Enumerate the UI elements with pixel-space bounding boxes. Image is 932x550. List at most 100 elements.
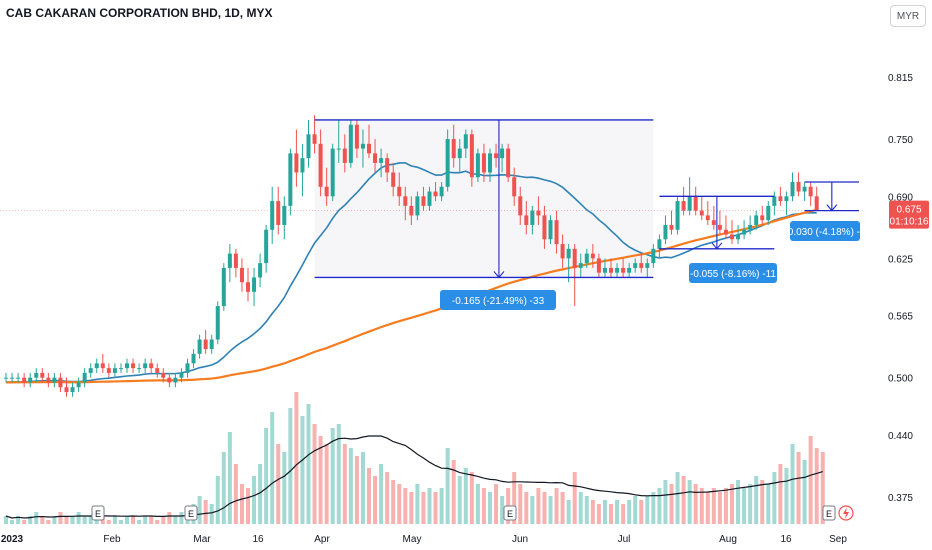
candle-body <box>439 186 444 197</box>
x-tick-label: 16 <box>780 534 792 545</box>
volume-bar <box>802 460 807 524</box>
candle-body <box>125 363 129 369</box>
candle-body <box>657 239 662 249</box>
candle-body <box>433 191 438 197</box>
price-badge <box>889 200 929 229</box>
candle-body <box>155 368 160 373</box>
candle-body <box>227 253 232 268</box>
candle-body <box>385 158 390 173</box>
x-tick-label: Jun <box>512 534 528 545</box>
volume-bar <box>354 456 359 524</box>
lightning-glyph <box>843 507 849 519</box>
x-tick-label: Jul <box>618 534 631 545</box>
volume-bar <box>512 472 517 524</box>
volume-bar <box>590 500 595 524</box>
volume-bar <box>373 476 378 524</box>
candle-body <box>197 339 202 354</box>
candle-body <box>421 196 426 206</box>
volume-bar <box>469 472 474 524</box>
candle-body <box>348 124 353 163</box>
volume-bar <box>488 492 492 524</box>
volume-bar <box>639 500 644 524</box>
candle-body <box>403 196 408 206</box>
candle-body <box>330 148 335 197</box>
volume-bar <box>112 516 117 524</box>
volume-bar <box>609 504 613 524</box>
x-tick-label: Mar <box>193 534 211 545</box>
volume-bar <box>566 500 571 524</box>
candle-body <box>590 253 595 259</box>
candle-body <box>578 263 583 268</box>
measure-label-box <box>790 221 860 241</box>
volume-bar <box>627 500 632 524</box>
volume-bar <box>10 520 15 524</box>
volume-bar <box>330 428 335 524</box>
earnings-marker-label: E <box>95 509 101 519</box>
x-tick-label: Apr <box>314 534 330 545</box>
volume-bar <box>421 492 426 524</box>
candle-body <box>566 248 571 259</box>
volume-bar <box>203 500 208 524</box>
volume-bar <box>560 492 565 524</box>
x-tick-label: Aug <box>719 534 737 545</box>
candle-body <box>161 372 166 378</box>
volume-bar <box>748 484 753 524</box>
candle-body <box>379 158 384 163</box>
volume-bar <box>663 480 668 524</box>
volume-bar <box>270 412 275 524</box>
volume-bar <box>772 472 777 524</box>
y-tick-label: 0.815 <box>888 73 913 84</box>
candle-body <box>264 229 269 264</box>
volume-bar <box>500 496 505 524</box>
earnings-marker <box>822 505 836 521</box>
candle-body <box>681 201 686 211</box>
volume-bar <box>282 452 287 524</box>
volume-bar <box>336 424 341 524</box>
candle-body <box>488 153 492 173</box>
y-tick-label: 0.565 <box>888 312 913 323</box>
ma-fast-line <box>5 162 817 384</box>
volume-bar <box>397 484 402 524</box>
volume-bar <box>542 492 547 524</box>
volume-bar <box>445 448 450 524</box>
volume-bar <box>717 492 722 524</box>
candle-body <box>693 196 698 211</box>
candle-body <box>639 263 644 268</box>
candle-body <box>143 363 148 369</box>
candle-body <box>730 234 734 240</box>
candle-body <box>663 224 668 240</box>
candle-body <box>506 148 511 178</box>
volume-bar <box>494 484 499 524</box>
volume-bar <box>149 516 154 524</box>
chart-title: CAB CAKARAN CORPORATION BHD, 1D, MYX <box>6 6 273 20</box>
candle-body <box>711 220 716 225</box>
candle-body <box>530 210 535 225</box>
volume-bar <box>348 448 353 524</box>
candle-body <box>233 253 238 268</box>
x-tick-label: May <box>403 534 422 545</box>
candle-body <box>481 153 486 173</box>
volume-ma-line <box>5 435 823 519</box>
candle-body <box>88 368 93 373</box>
candle-body <box>778 196 783 202</box>
earnings-marker-label: E <box>507 509 513 519</box>
candle-body <box>409 205 414 216</box>
earnings-marker <box>184 505 198 521</box>
candle-body <box>131 363 136 369</box>
candle-body <box>397 186 402 197</box>
volume-bar <box>312 424 317 524</box>
candle-body <box>548 220 553 240</box>
candle-body <box>748 224 753 230</box>
candle-body <box>52 377 57 383</box>
y-tick-label: 0.440 <box>888 431 913 442</box>
volume-bar <box>463 468 468 524</box>
candle-body <box>469 134 474 178</box>
candle-body <box>536 210 541 216</box>
volume-bar <box>167 512 172 524</box>
candle-body <box>118 368 123 370</box>
currency-button[interactable]: MYR <box>890 5 926 27</box>
candle-body <box>451 139 456 159</box>
volume-bar <box>784 468 789 524</box>
